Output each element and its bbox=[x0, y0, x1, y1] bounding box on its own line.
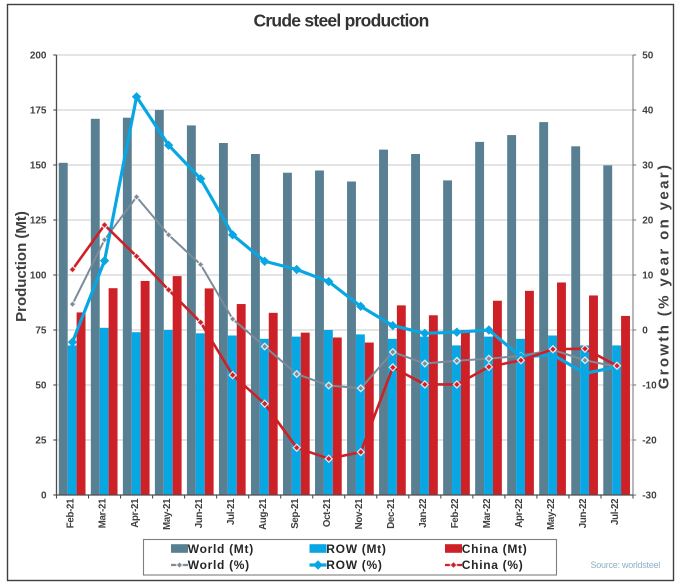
svg-text:ROW (Mt): ROW (Mt) bbox=[326, 542, 386, 556]
svg-text:50: 50 bbox=[35, 381, 47, 392]
svg-text:Oct-21: Oct-21 bbox=[322, 498, 333, 527]
svg-text:May-21: May-21 bbox=[162, 498, 173, 530]
svg-text:Aug-21: Aug-21 bbox=[258, 498, 269, 530]
svg-text:Feb-21: Feb-21 bbox=[66, 498, 77, 528]
svg-text:Growth (% year on year): Growth (% year on year) bbox=[655, 163, 672, 390]
svg-text:Apr-22: Apr-22 bbox=[514, 499, 525, 528]
svg-text:Source: worldsteel: Source: worldsteel bbox=[590, 560, 660, 570]
svg-text:Jul-22: Jul-22 bbox=[610, 499, 621, 525]
svg-text:China (%): China (%) bbox=[462, 558, 524, 572]
svg-text:Jul-21: Jul-21 bbox=[226, 498, 237, 525]
svg-text:-30: -30 bbox=[642, 491, 657, 502]
svg-text:China (Mt): China (Mt) bbox=[462, 542, 528, 556]
svg-text:May-22: May-22 bbox=[546, 499, 557, 530]
svg-text:0: 0 bbox=[642, 326, 648, 337]
svg-text:Mar-21: Mar-21 bbox=[98, 498, 109, 528]
svg-text:10: 10 bbox=[642, 271, 654, 282]
svg-text:75: 75 bbox=[35, 326, 47, 337]
svg-text:125: 125 bbox=[30, 216, 47, 227]
svg-text:Apr-21: Apr-21 bbox=[130, 498, 141, 528]
svg-text:-10: -10 bbox=[642, 381, 657, 392]
svg-text:Nov-21: Nov-21 bbox=[354, 498, 365, 529]
svg-text:-20: -20 bbox=[642, 436, 657, 447]
svg-text:ROW (%): ROW (%) bbox=[326, 558, 382, 572]
svg-text:Jan-22: Jan-22 bbox=[418, 499, 429, 528]
svg-text:Mar-22: Mar-22 bbox=[482, 499, 493, 528]
svg-text:Dec-21: Dec-21 bbox=[386, 498, 397, 529]
svg-text:Feb-22: Feb-22 bbox=[450, 499, 461, 528]
svg-text:Jun-22: Jun-22 bbox=[578, 499, 589, 528]
svg-text:Production (Mt): Production (Mt) bbox=[13, 211, 30, 322]
svg-text:100: 100 bbox=[30, 271, 47, 282]
svg-text:50: 50 bbox=[642, 51, 654, 62]
svg-text:20: 20 bbox=[642, 216, 654, 227]
svg-text:World (%): World (%) bbox=[188, 558, 250, 572]
svg-text:Crude steel production: Crude steel production bbox=[253, 11, 428, 31]
svg-text:25: 25 bbox=[35, 436, 47, 447]
svg-text:Sep-21: Sep-21 bbox=[290, 498, 301, 529]
svg-text:40: 40 bbox=[642, 106, 654, 117]
svg-text:World (Mt): World (Mt) bbox=[188, 542, 254, 556]
svg-text:200: 200 bbox=[30, 51, 47, 62]
svg-text:0: 0 bbox=[41, 491, 47, 502]
svg-text:Jun-21: Jun-21 bbox=[194, 498, 205, 528]
svg-text:175: 175 bbox=[30, 106, 47, 117]
svg-text:150: 150 bbox=[30, 161, 47, 172]
svg-text:30: 30 bbox=[642, 161, 654, 172]
